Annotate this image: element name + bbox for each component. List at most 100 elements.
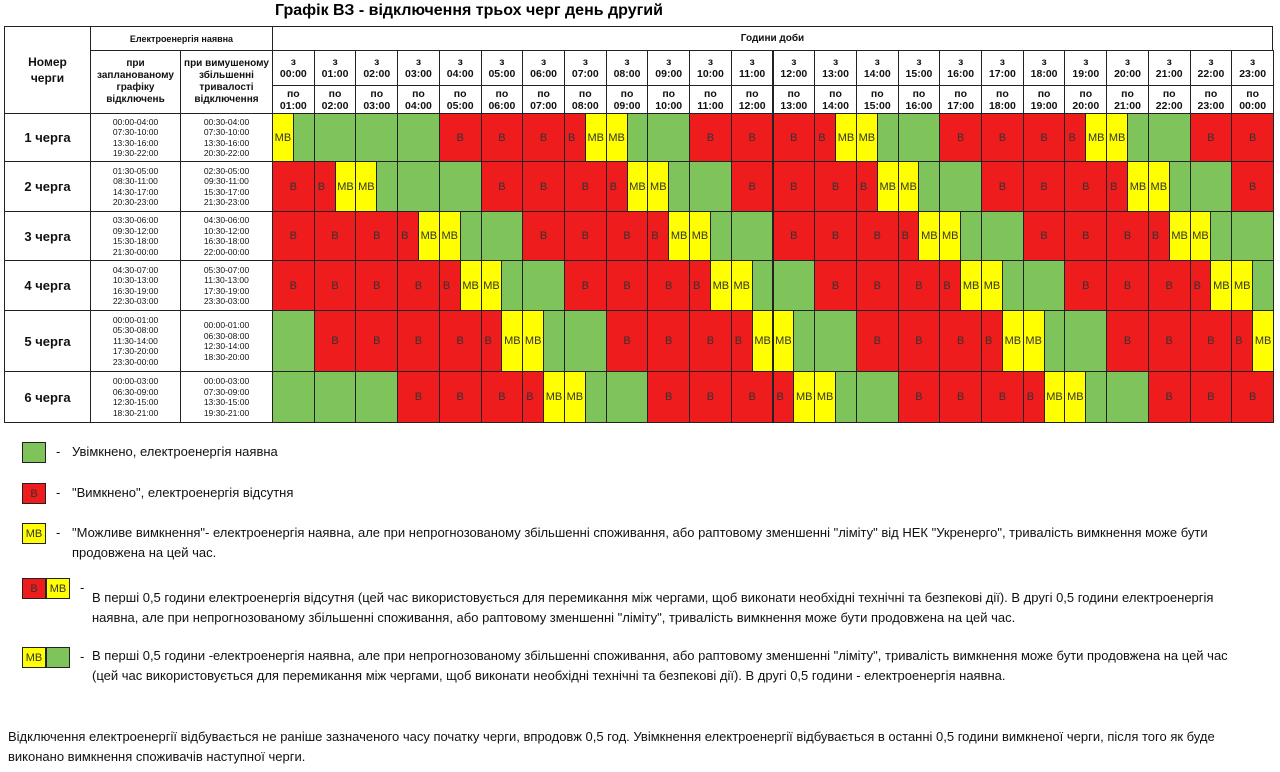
legend-swatch bbox=[46, 647, 70, 668]
half-slot bbox=[1085, 371, 1108, 423]
status-mark: В bbox=[623, 335, 631, 347]
status-mark: В bbox=[998, 180, 1007, 193]
half-slot: В bbox=[772, 371, 795, 423]
hour-to: по 02:00 bbox=[313, 85, 357, 114]
time-list-forced: 05:30-07:00 11:30-13:00 17:30-19:00 23:30-0… bbox=[180, 260, 273, 311]
status-mark: В bbox=[790, 230, 798, 242]
queue-label: 2 черга bbox=[4, 161, 91, 212]
time-range: 04:30-06:00 bbox=[203, 215, 250, 225]
status-mark: В bbox=[1123, 279, 1132, 292]
half-slot: В bbox=[1147, 211, 1170, 261]
hour-from: з 13:00 bbox=[814, 50, 857, 86]
from-time: 02:00 bbox=[363, 68, 391, 80]
time-range: 15:30-17:00 bbox=[203, 186, 250, 197]
half-slot: МВ bbox=[1085, 113, 1108, 162]
status-mark: В bbox=[998, 131, 1007, 144]
status-mark: МВ bbox=[1087, 131, 1105, 144]
hour-from: з 03:00 bbox=[397, 50, 440, 86]
from-label: з bbox=[582, 56, 588, 68]
status-mark: В bbox=[1165, 391, 1173, 403]
time-range: 00:00-01:00 bbox=[112, 314, 159, 325]
hour-slot bbox=[313, 371, 357, 423]
hour-slot: В bbox=[272, 211, 315, 261]
hour-from: з 00:00 bbox=[272, 50, 315, 86]
hour-slot bbox=[355, 371, 399, 423]
status-mark: МВ bbox=[879, 180, 896, 193]
half-slot: МВ bbox=[522, 310, 545, 372]
time-range: 10:30-13:00 bbox=[112, 275, 159, 285]
hour-to: по 12:00 bbox=[730, 85, 774, 114]
status-mark: В bbox=[456, 335, 464, 347]
header-planned: при запланованому графіку відключень bbox=[90, 50, 181, 114]
from-time: 04:00 bbox=[446, 68, 474, 80]
status-mark: В bbox=[289, 279, 298, 292]
hour-slot: В bbox=[1022, 211, 1066, 261]
status-mark: В bbox=[331, 230, 339, 242]
status-mark: МВ bbox=[358, 180, 375, 193]
half-slot bbox=[1168, 161, 1191, 212]
status-mark: В bbox=[623, 230, 631, 242]
half-slot: В bbox=[1064, 113, 1087, 162]
to-time: 11:00 bbox=[697, 99, 724, 112]
status-mark: В bbox=[30, 582, 38, 595]
hour-slot: В bbox=[522, 161, 565, 212]
to-label: по bbox=[1121, 87, 1134, 100]
half-slot: В bbox=[1022, 371, 1045, 423]
to-label: по bbox=[286, 87, 300, 100]
half-slot: МВ bbox=[939, 211, 962, 261]
status-mark: В bbox=[317, 180, 326, 193]
time-range: 21:30-00:00 bbox=[112, 246, 159, 257]
status-mark: В bbox=[373, 230, 381, 242]
hour-slot bbox=[1022, 260, 1066, 311]
from-time: 19:00 bbox=[1072, 68, 1100, 80]
time-list-planned: 00:00-04:00 07:30-10:00 13:30-16:00 19:30-2… bbox=[90, 113, 181, 162]
hour-slot: В bbox=[981, 161, 1024, 212]
time-range: 20:30-23:00 bbox=[112, 197, 159, 207]
status-mark: В bbox=[401, 230, 409, 242]
from-label: з bbox=[1208, 56, 1214, 68]
hour-to: по 10:00 bbox=[647, 85, 691, 114]
to-label: по bbox=[620, 87, 634, 100]
hour-slot: В bbox=[939, 113, 983, 162]
time-range: 09:30-11:00 bbox=[204, 176, 249, 186]
time-range: 16:30-18:00 bbox=[203, 236, 250, 246]
header-hours: Години доби bbox=[272, 26, 1273, 51]
hour-slot: В bbox=[355, 211, 399, 261]
hour-slot: В bbox=[605, 310, 649, 372]
hour-slot: В bbox=[897, 371, 941, 423]
half-slot: В bbox=[897, 211, 920, 261]
from-time: 03:00 bbox=[405, 68, 432, 80]
status-mark: В bbox=[373, 335, 381, 347]
hour-slot: В bbox=[605, 260, 649, 311]
half-slot: МВ bbox=[835, 113, 857, 162]
status-mark: В bbox=[831, 279, 840, 292]
hour-slot bbox=[897, 113, 941, 162]
to-label: по bbox=[495, 87, 509, 100]
half-slot: МВ bbox=[1064, 371, 1087, 423]
half-slot bbox=[960, 211, 983, 261]
status-mark: МВ bbox=[337, 180, 354, 193]
half-slot: МВ bbox=[1231, 260, 1254, 311]
time-range: 03:30-06:00 bbox=[112, 215, 159, 225]
hour-slot: В bbox=[480, 371, 524, 423]
status-mark: В bbox=[1082, 230, 1090, 242]
half-slot: МВ bbox=[605, 113, 628, 162]
hour-slot: В bbox=[1189, 113, 1233, 162]
half-slot: В bbox=[1231, 310, 1254, 372]
half-slot bbox=[543, 310, 565, 372]
hour-slot: В bbox=[814, 211, 857, 261]
half-slot bbox=[1001, 260, 1024, 311]
time-range: 13:30-15:00 bbox=[203, 397, 250, 407]
status-mark: МВ bbox=[629, 180, 646, 193]
hour-slot: В bbox=[1189, 371, 1233, 423]
hour-slot bbox=[272, 310, 315, 372]
legend-text: В перші 0,5 години електроенергія відсут… bbox=[92, 590, 1214, 625]
status-mark: МВ bbox=[670, 230, 688, 242]
from-time: 00:00 bbox=[279, 68, 307, 80]
status-mark: В bbox=[1082, 279, 1090, 292]
hour-slot bbox=[397, 113, 440, 162]
half-slot: МВ bbox=[480, 260, 503, 311]
from-label: з bbox=[415, 56, 422, 68]
hour-slot: В bbox=[855, 310, 899, 372]
time-list-forced: 00:30-04:00 07:30-10:00 13:30-16:00 20:30-2… bbox=[180, 113, 273, 162]
